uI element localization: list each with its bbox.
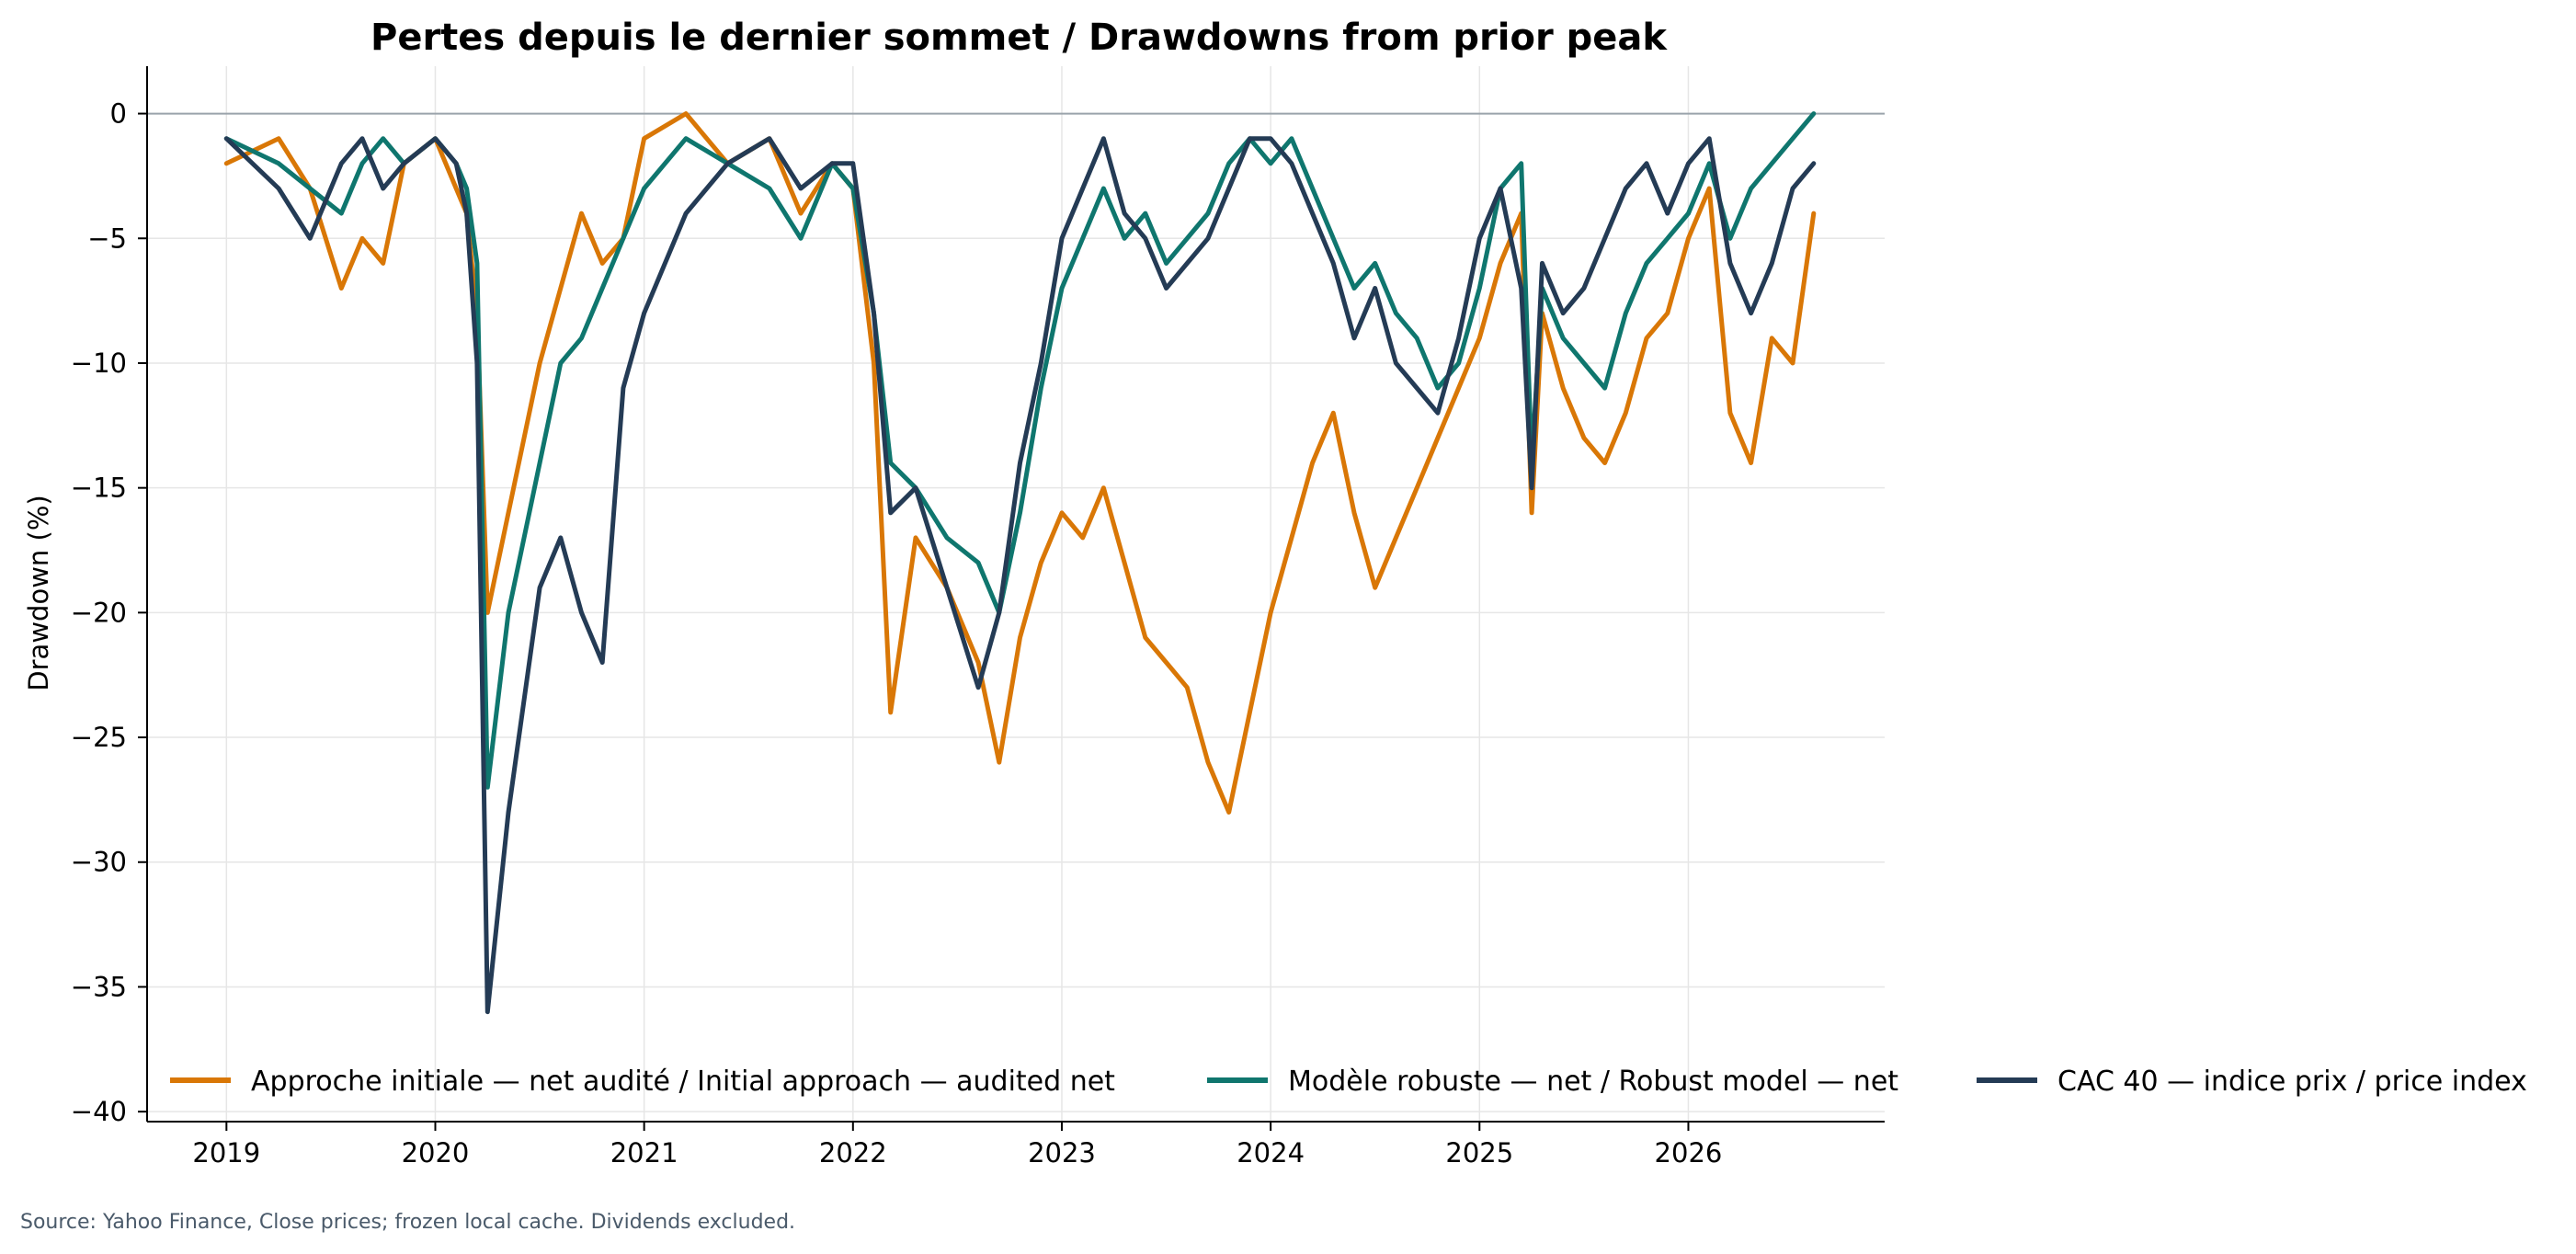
y-tick-label: −25 (71, 722, 127, 753)
x-tick-label: 2024 (1237, 1137, 1305, 1168)
x-tick-label: 2022 (819, 1137, 887, 1168)
y-tick-label: −15 (71, 473, 127, 504)
series-line-robust-model (223, 111, 1817, 790)
y-tick-label: 0 (110, 98, 127, 130)
series-lines (223, 111, 1817, 1015)
series-line-initial-approach (223, 111, 1817, 815)
x-tick-label: 2019 (192, 1137, 260, 1168)
x-tick-label: 2021 (610, 1137, 678, 1168)
y-tick-label: −40 (71, 1096, 127, 1127)
legend-label-initial-approach: Approche initiale — net audité / Initial… (251, 1066, 1115, 1098)
x-tick-label: 2025 (1445, 1137, 1513, 1168)
y-tick-label: −10 (71, 348, 127, 379)
x-tick-labels: 2019 2020 2021 2022 2023 2024 2025 2026 (192, 1122, 1722, 1168)
legend-label-robust-model: Modèle robuste — net / Robust model — ne… (1288, 1066, 1898, 1098)
legend: Approche initiale — net audité / Initial… (170, 1066, 2527, 1098)
x-tick-label: 2026 (1655, 1137, 1723, 1168)
y-tick-label: −5 (87, 222, 127, 254)
source-note: Source: Yahoo Finance, Close prices; fro… (20, 1211, 795, 1234)
chart-title: Pertes depuis le dernier sommet / Drawdo… (370, 17, 1668, 59)
x-tick-label: 2023 (1028, 1137, 1096, 1168)
y-tick-label: −35 (71, 971, 127, 1002)
y-tick-label: −30 (71, 847, 127, 878)
x-tick-label: 2020 (402, 1137, 470, 1168)
y-tick-label: −20 (71, 597, 127, 628)
axes (146, 66, 1885, 1123)
series-line-cac40 (223, 136, 1817, 1015)
y-axis-label: Drawdown (%) (23, 495, 54, 690)
y-tick-labels: 0 −5 −10 −15 −20 −25 −30 −35 −40 (71, 98, 147, 1127)
grid (147, 66, 1885, 1122)
legend-label-cac40: CAC 40 — indice prix / price index (2057, 1066, 2527, 1098)
